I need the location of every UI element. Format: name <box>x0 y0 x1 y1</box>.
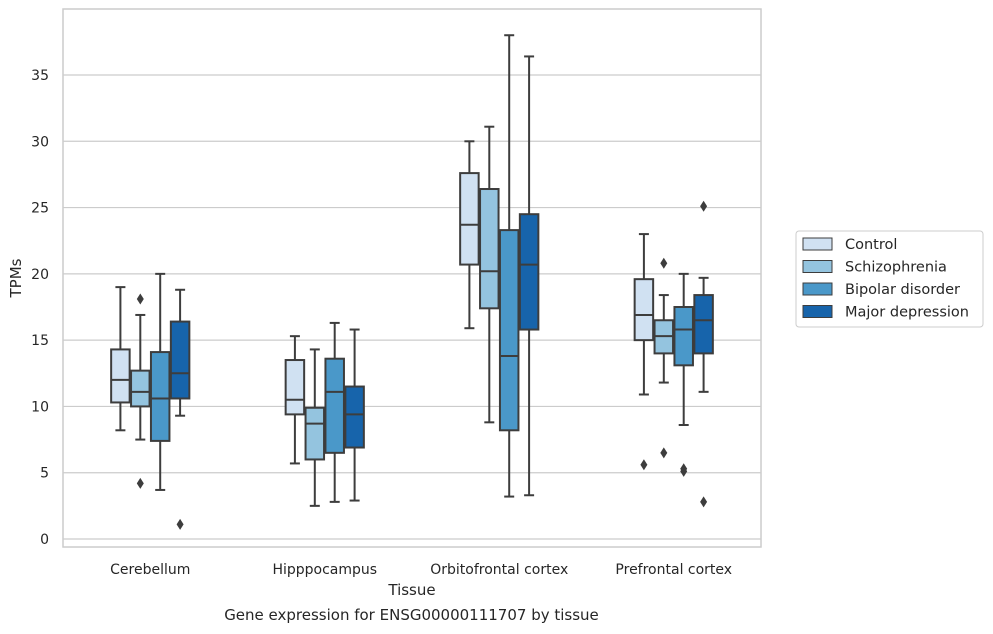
box-iqr <box>518 213 540 331</box>
box-control <box>633 233 655 471</box>
outlier-point <box>700 496 708 508</box>
box-iqr <box>498 229 520 432</box>
box-iqr <box>169 320 191 400</box>
legend-label: Control <box>845 237 897 253</box>
x-axis-label: Tissue <box>387 581 435 599</box>
box-iqr <box>344 385 365 449</box>
x-tick-label: Hipppocampus <box>272 562 377 578</box>
box-control <box>459 140 480 330</box>
box-major-depression <box>169 288 191 530</box>
box-major-depression <box>693 200 714 508</box>
box-iqr <box>459 172 480 266</box>
box-iqr <box>130 369 151 408</box>
box-schizophrenia <box>130 293 151 489</box>
y-tick-label: 10 <box>31 399 49 415</box>
legend-swatch <box>802 282 833 296</box>
box-schizophrenia <box>479 125 500 424</box>
y-axis-label: TPMs <box>7 258 25 298</box>
box-major-depression <box>344 328 365 502</box>
legend-swatch <box>802 305 833 318</box>
box-iqr <box>324 357 345 454</box>
box-iqr <box>110 348 131 404</box>
legend-swatch <box>802 260 833 273</box>
box-iqr <box>149 351 171 442</box>
legend-swatch <box>802 237 833 251</box>
box-iqr <box>693 294 714 355</box>
box-iqr <box>673 306 694 367</box>
y-tick-label: 5 <box>40 466 49 482</box>
y-tick-label: 30 <box>31 134 49 150</box>
outlier-point <box>136 477 144 489</box>
outlier-point <box>640 459 648 471</box>
box-bipolar-disorder <box>324 321 345 503</box>
plot-frame <box>62 8 762 548</box>
y-tick-label: 20 <box>31 267 49 283</box>
legend: Control Schizophrenia Bipolar disorder Majo… <box>795 230 984 328</box>
x-tick-label: Cerebellum <box>110 562 190 578</box>
box-control <box>110 286 131 432</box>
plot-boxes <box>110 34 714 530</box>
legend-label: Major depression <box>845 305 969 321</box>
box-bipolar-disorder <box>149 272 171 491</box>
box-iqr <box>479 188 500 310</box>
box-iqr <box>633 278 655 342</box>
legend-label: Bipolar disorder <box>845 282 960 298</box>
y-tick-label: 15 <box>31 333 49 349</box>
outlier-point <box>660 257 668 269</box>
box-bipolar-disorder <box>498 34 520 498</box>
y-tick-label: 0 <box>40 532 49 548</box>
box-schizophrenia <box>653 257 675 459</box>
box-iqr <box>304 406 326 461</box>
x-tick-label: Prefrontal cortex <box>615 562 732 578</box>
outlier-point <box>176 518 184 530</box>
outlier-point <box>136 293 144 305</box>
box-bipolar-disorder <box>673 272 694 477</box>
box-iqr <box>284 359 306 416</box>
box-schizophrenia <box>304 348 326 507</box>
box-control <box>284 335 306 465</box>
legend-label: Schizophrenia <box>845 260 947 276</box>
outlier-point <box>660 447 668 459</box>
outlier-point <box>700 200 708 212</box>
legend-frame <box>795 230 984 328</box>
y-tick-label: 35 <box>31 68 49 84</box>
y-tick-labels: 0 5 10 15 20 25 30 35 <box>31 68 49 548</box>
outlier-point <box>680 465 688 477</box>
figure-caption: Gene expression for ENSG00000111707 by t… <box>224 606 599 624</box>
y-tick-label: 25 <box>31 201 49 217</box>
box-major-depression <box>518 55 540 497</box>
x-tick-labels: Cerebellum Hipppocampus Orbitofrontal cort… <box>110 562 732 578</box>
grid-lines <box>63 74 761 540</box>
x-tick-label: Orbitofrontal cortex <box>430 562 568 578</box>
